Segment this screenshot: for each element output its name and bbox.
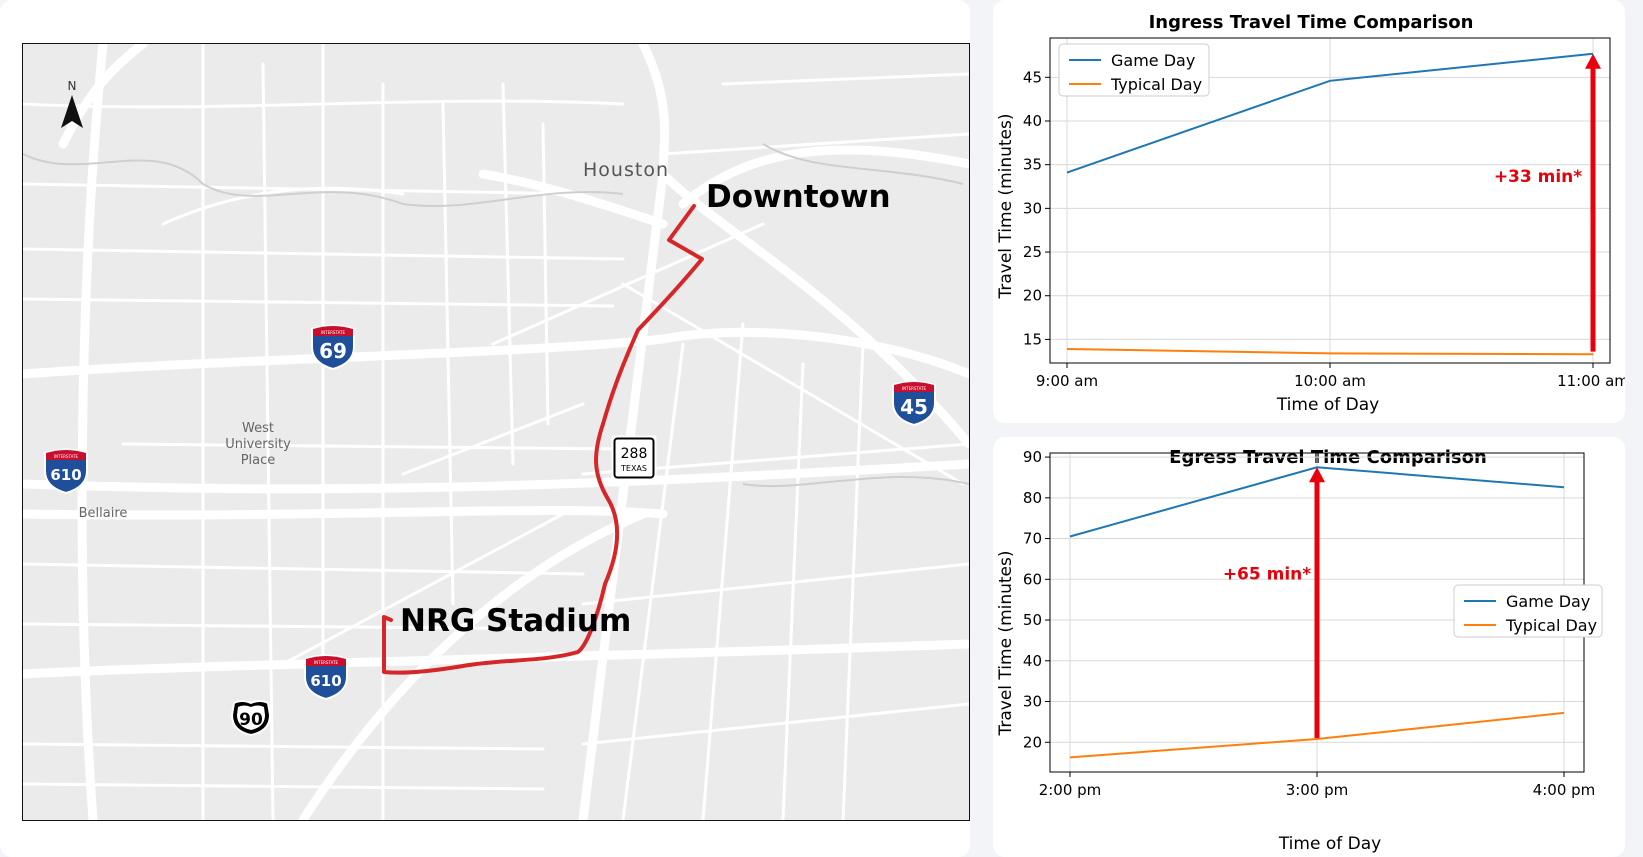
west-university-label-3: Place [241, 453, 276, 468]
legend-entry: Typical Day [1505, 616, 1597, 635]
north-arrow: N [61, 79, 83, 128]
y-axis-label: Travel Time (minutes) [996, 113, 1016, 299]
x-tick-label: 3:00 pm [1286, 781, 1349, 799]
y-tick-label: 60 [1023, 570, 1042, 588]
west-university-label-2: University [225, 437, 291, 452]
x-tick-label: 2:00 pm [1039, 781, 1102, 799]
ingress-chart-card: Ingress Travel Time Comparison Time of D… [993, 0, 1625, 423]
egress-chart: Egress Travel Time Comparison Time of Da… [996, 447, 1603, 854]
svg-text:INTERSTATE: INTERSTATE [314, 660, 338, 665]
bayous [23, 143, 969, 488]
svg-text:INTERSTATE: INTERSTATE [321, 330, 345, 335]
y-tick-label: 40 [1023, 112, 1042, 130]
x-tick-label: 4:00 pm [1533, 781, 1596, 799]
i45-shield-icon: INTERSTATE 45 [892, 380, 936, 427]
annotation-arrow-head [1585, 53, 1601, 69]
y-tick-label: 35 [1023, 156, 1042, 174]
map-canvas: N Houston West University Place Bellaire… [23, 44, 969, 820]
y-axis-label: Travel Time (minutes) [996, 550, 1016, 736]
ingress-chart: Ingress Travel Time Comparison Time of D… [996, 12, 1625, 415]
route-line [382, 204, 704, 675]
y-tick-label: 40 [1023, 652, 1042, 670]
y-tick-label: 30 [1023, 693, 1042, 711]
north-arrow-icon [61, 95, 83, 128]
svg-text:INTERSTATE: INTERSTATE [54, 454, 78, 459]
svg-text:TEXAS: TEXAS [620, 464, 647, 473]
y-tick-label: 50 [1023, 611, 1042, 629]
svg-text:69: 69 [319, 339, 347, 363]
legend-entry: Game Day [1506, 592, 1590, 611]
west-university-label-1: West [242, 421, 274, 436]
series-line-typical-day [1066, 348, 1594, 356]
x-axis-label: Time of Day [1278, 834, 1381, 854]
annotation-label: +65 min* [1223, 564, 1311, 584]
minor-streets [23, 44, 969, 820]
houston-label: Houston [583, 159, 669, 181]
series-line-game-day [1066, 52, 1594, 174]
svg-text:INTERSTATE: INTERSTATE [902, 386, 926, 391]
map-card: N Houston West University Place Bellaire… [0, 0, 970, 857]
svg-text:45: 45 [900, 395, 928, 419]
i610-south-shield-icon: INTERSTATE 610 [304, 654, 348, 701]
egress-chart-card: Egress Travel Time Comparison Time of Da… [993, 437, 1625, 857]
svg-text:288: 288 [621, 446, 648, 462]
annotation-label: +33 min* [1494, 167, 1582, 187]
y-tick-label: 80 [1023, 489, 1042, 507]
y-tick-label: 30 [1023, 199, 1042, 217]
y-tick-label: 70 [1023, 530, 1042, 548]
y-tick-label: 20 [1023, 287, 1042, 305]
downtown-label: Downtown [706, 179, 891, 215]
legend-entry: Game Day [1111, 51, 1195, 70]
bellaire-label: Bellaire [79, 506, 128, 521]
legend-entry: Typical Day [1110, 75, 1202, 94]
y-tick-label: 90 [1023, 448, 1042, 466]
y-tick-label: 20 [1023, 733, 1042, 751]
series-line-typical-day [1069, 711, 1565, 759]
plot-area: 20 30 40 50 60 70 80 90 2:00 pm 3:00 pm 4:00 pm +65… [1023, 448, 1603, 799]
svg-text:610: 610 [50, 466, 81, 484]
i69-shield-icon: INTERSTATE 69 [311, 324, 355, 371]
route-map: N Houston West University Place Bellaire… [22, 43, 970, 821]
legend: Game Day Typical Day [1058, 43, 1210, 97]
x-tick-label: 10:00 am [1294, 372, 1366, 390]
i610-west-shield-icon: INTERSTATE 610 [44, 448, 88, 495]
chart-title: Ingress Travel Time Comparison [1149, 12, 1474, 33]
north-label: N [68, 79, 77, 93]
svg-text:90: 90 [239, 710, 263, 730]
plot-area: 15 20 25 30 35 40 45 9:00 am 10:00 am 11:00 am +33… [1023, 37, 1625, 390]
us90-shield-icon: 90 [230, 700, 272, 737]
annotation-arrow-head [1309, 467, 1325, 483]
y-tick-label: 25 [1023, 243, 1042, 261]
series-line-game-day [1069, 466, 1565, 538]
freeways [23, 44, 969, 820]
y-tick-label: 15 [1023, 330, 1042, 348]
sh288-shield-icon: 288 TEXAS [611, 435, 657, 481]
nrg-stadium-label: NRG Stadium [400, 603, 631, 639]
x-axis-label: Time of Day [1276, 395, 1379, 415]
y-tick-label: 45 [1023, 68, 1042, 86]
x-tick-label: 9:00 am [1036, 372, 1098, 390]
legend: Game Day Typical Day [1453, 584, 1603, 638]
x-tick-label: 11:00 am [1557, 372, 1625, 390]
svg-text:610: 610 [310, 672, 341, 690]
